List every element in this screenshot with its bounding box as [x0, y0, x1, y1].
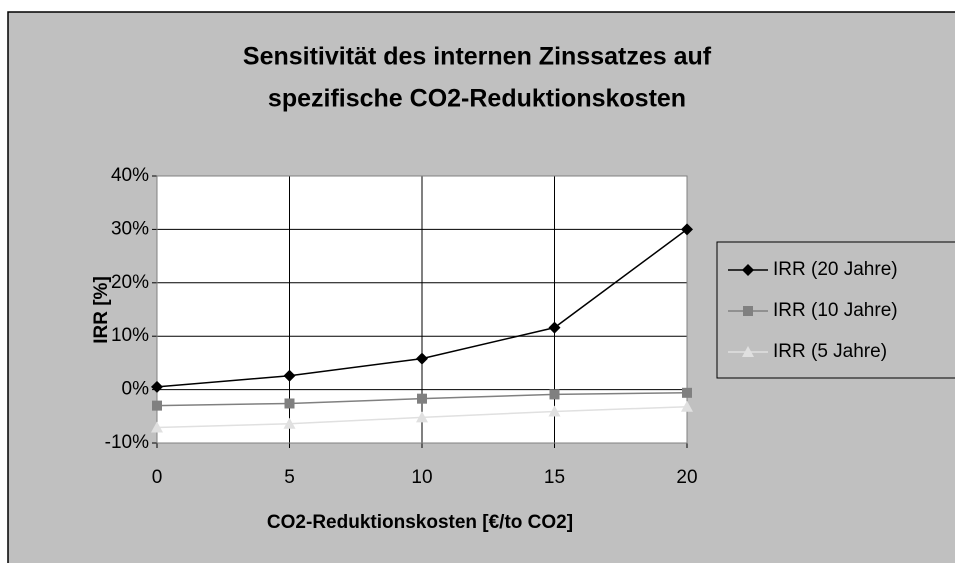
x-tick-label: 10 — [411, 467, 432, 488]
y-tick-label: 40% — [111, 165, 149, 186]
marker — [417, 393, 427, 404]
marker — [682, 387, 692, 398]
marker — [151, 421, 163, 433]
y-tick-label: 30% — [111, 218, 149, 239]
legend-label: IRR (20 Jahre) — [773, 259, 898, 280]
marker — [681, 223, 693, 236]
chart-title: Sensitivität des internen Zinssatzes auf — [243, 43, 712, 71]
plot-border — [156, 175, 688, 444]
x-tick-label: 20 — [676, 467, 697, 488]
legend-marker — [743, 306, 753, 316]
y-tick-label: 20% — [111, 272, 149, 293]
marker — [681, 400, 693, 412]
y-tick-label: -10% — [105, 432, 149, 453]
marker — [549, 389, 560, 400]
y-tick-label: 0% — [122, 379, 150, 400]
marker — [548, 405, 561, 417]
x-axis-label: CO2-Reduktionskosten [€/to CO2] — [267, 512, 573, 533]
x-tick-label: 15 — [544, 467, 565, 488]
chart-title: spezifische CO2-Reduktionskosten — [268, 85, 686, 113]
legend-marker — [742, 264, 754, 276]
y-axis-label: IRR [%] — [91, 276, 112, 344]
marker — [151, 380, 163, 393]
y-tick-label: 10% — [111, 325, 149, 346]
legend-label: IRR (5 Jahre) — [773, 341, 887, 362]
marker — [416, 411, 428, 423]
x-tick-label: 0 — [152, 467, 163, 488]
legend-marker — [742, 346, 754, 357]
marker — [283, 369, 296, 382]
marker — [548, 321, 561, 334]
marker — [284, 398, 295, 409]
legend-label: IRR (10 Jahre) — [773, 300, 898, 321]
marker — [283, 417, 296, 429]
legend — [716, 241, 955, 379]
x-tick-label: 5 — [284, 467, 295, 488]
marker — [416, 352, 428, 365]
marker — [152, 400, 162, 411]
